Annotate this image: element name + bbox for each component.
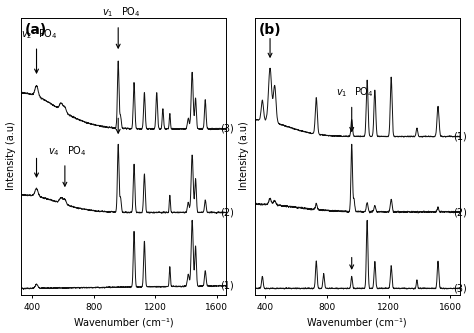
Text: (1): (1) <box>454 132 467 142</box>
Text: $v_4$: $v_4$ <box>47 146 59 158</box>
X-axis label: Wavenumber (cm⁻¹): Wavenumber (cm⁻¹) <box>307 317 407 327</box>
Text: PO$_4$: PO$_4$ <box>38 27 58 41</box>
Text: (3): (3) <box>220 124 234 134</box>
Text: $v_1$: $v_1$ <box>336 87 347 99</box>
Text: PO$_4$: PO$_4$ <box>66 144 86 158</box>
Text: (3): (3) <box>454 283 467 293</box>
Y-axis label: Intensity (a.u): Intensity (a.u) <box>6 122 16 190</box>
Text: (1): (1) <box>220 281 234 291</box>
Y-axis label: Intensity (a.u): Intensity (a.u) <box>239 122 249 190</box>
Text: (2): (2) <box>454 207 467 217</box>
Text: $v_1$: $v_1$ <box>102 8 114 20</box>
Text: (b): (b) <box>259 23 282 37</box>
Text: (2): (2) <box>220 207 234 217</box>
Text: PO$_4$: PO$_4$ <box>354 85 374 99</box>
Text: (a): (a) <box>25 23 47 37</box>
Text: $v_2$: $v_2$ <box>20 29 32 41</box>
Text: PO$_4$: PO$_4$ <box>120 6 140 20</box>
X-axis label: Wavenumber (cm⁻¹): Wavenumber (cm⁻¹) <box>74 317 173 327</box>
